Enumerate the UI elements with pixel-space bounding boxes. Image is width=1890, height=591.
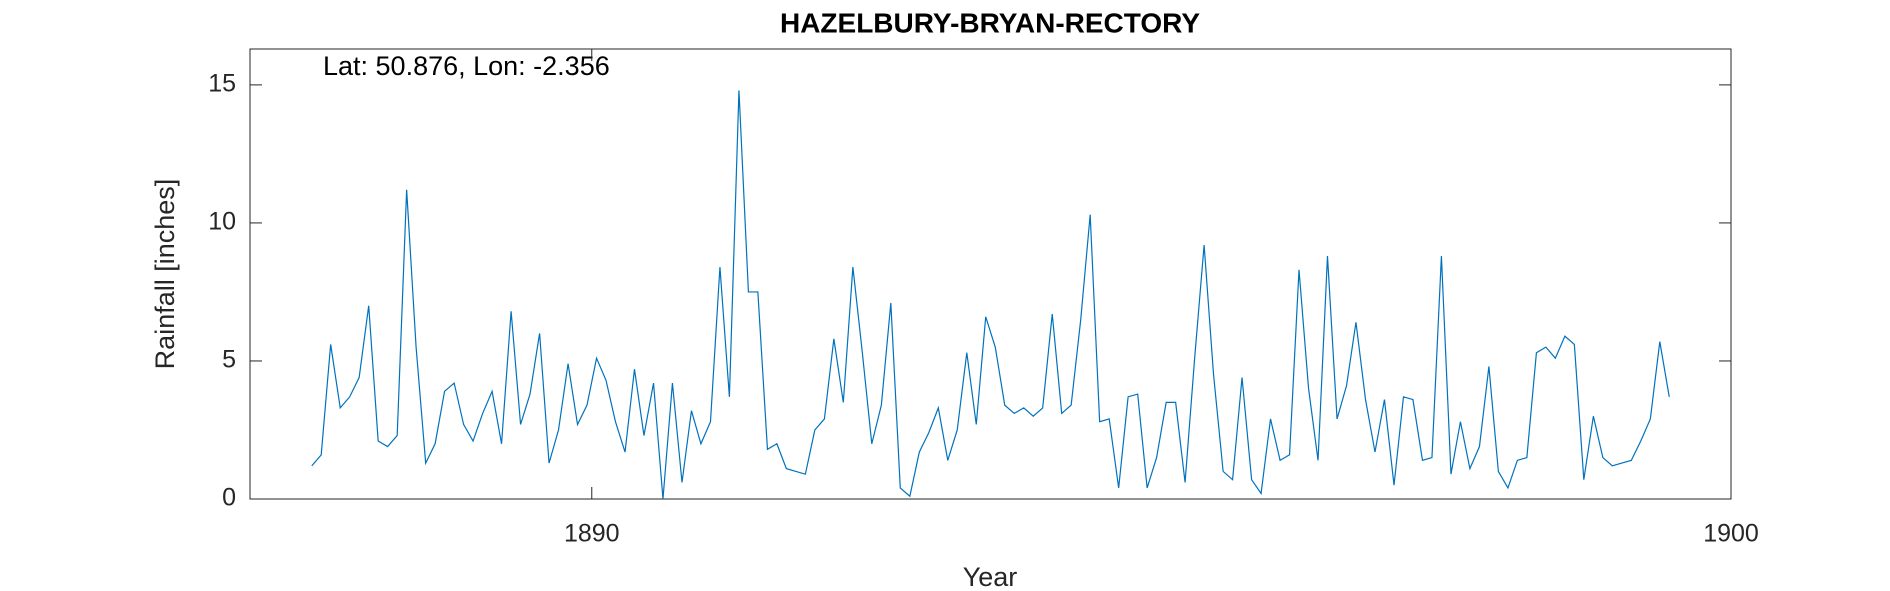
x-axis-label: Year: [963, 562, 1018, 591]
y-tick-label: 5: [222, 346, 236, 374]
data-line: [311, 90, 1670, 500]
y-tick-label: 0: [222, 484, 236, 512]
y-axis-label: Rainfall [inches]: [150, 179, 180, 370]
x-tick-label: 1890: [564, 520, 620, 548]
y-tick-label: 10: [208, 208, 236, 236]
y-tick-label: 15: [208, 69, 236, 97]
annotation: Lat: 50.876, Lon: -2.356: [323, 51, 610, 81]
x-tick-label: 1900: [1703, 520, 1759, 548]
chart-title: HAZELBURY-BRYAN-RECTORY: [780, 7, 1200, 38]
axes-box: [249, 48, 1732, 500]
